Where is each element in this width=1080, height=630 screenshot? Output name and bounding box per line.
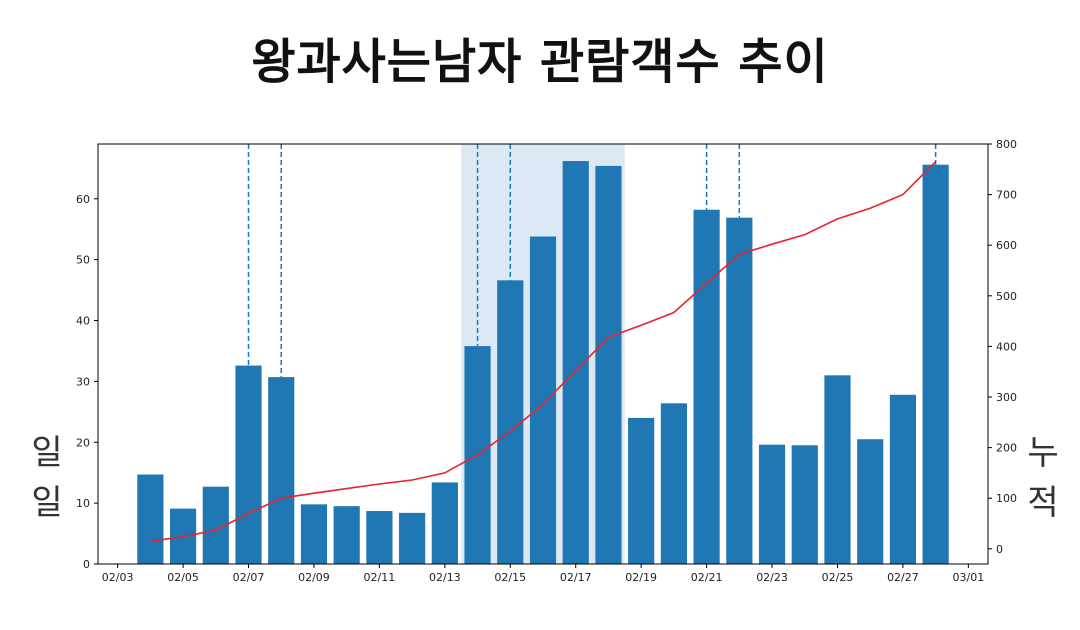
bar bbox=[431, 482, 458, 564]
y-tick-label-right: 100 bbox=[996, 492, 1017, 505]
x-tick-label: 03/01 bbox=[953, 571, 985, 584]
y-tick-label-left: 30 bbox=[76, 375, 90, 388]
bar bbox=[562, 161, 589, 565]
bar bbox=[137, 474, 164, 564]
y-tick-label-right: 0 bbox=[996, 543, 1003, 556]
x-tick-label: 02/17 bbox=[560, 571, 592, 584]
y-tick-label-right: 600 bbox=[996, 239, 1017, 252]
bar bbox=[857, 439, 884, 564]
y-tick-label-right: 700 bbox=[996, 189, 1017, 202]
x-tick-label: 02/23 bbox=[756, 571, 788, 584]
plot-frame bbox=[97, 143, 989, 565]
y-axis-label-right-char: 적 bbox=[1027, 483, 1059, 523]
y-tick-label-right: 500 bbox=[996, 290, 1017, 303]
bar bbox=[791, 445, 818, 564]
bar bbox=[235, 365, 262, 564]
x-tick-label: 02/21 bbox=[691, 571, 723, 584]
x-tick-label: 02/09 bbox=[298, 571, 330, 584]
bar bbox=[268, 377, 295, 564]
bar bbox=[529, 236, 557, 565]
y-axis-label-left-char: 일 bbox=[31, 483, 63, 523]
bar bbox=[660, 403, 687, 564]
bar bbox=[628, 417, 655, 564]
x-tick-label: 02/25 bbox=[822, 571, 854, 584]
x-tick-label: 02/03 bbox=[102, 571, 134, 584]
bar bbox=[399, 512, 426, 564]
bar bbox=[300, 504, 328, 564]
y-tick-label-left: 20 bbox=[76, 436, 90, 449]
bar bbox=[726, 217, 753, 565]
bar bbox=[333, 506, 360, 564]
y-tick-label-right: 800 bbox=[996, 138, 1017, 151]
bar bbox=[366, 511, 393, 564]
y-tick-label-left: 60 bbox=[76, 193, 90, 206]
bar bbox=[758, 444, 786, 564]
x-tick-label: 02/19 bbox=[625, 571, 657, 584]
y-axis-label-right: 누 적 bbox=[1018, 428, 1068, 528]
bar bbox=[595, 165, 622, 565]
y-tick-label-right: 400 bbox=[996, 340, 1017, 353]
cumulative-line bbox=[150, 161, 937, 542]
x-tick-label: 02/07 bbox=[233, 571, 265, 584]
bar bbox=[497, 280, 524, 564]
x-tick-label: 02/15 bbox=[494, 571, 526, 584]
bar bbox=[922, 164, 949, 564]
bar bbox=[693, 209, 720, 564]
x-tick-label: 02/05 bbox=[167, 571, 199, 584]
chart-title: 왕과사는남자 관람객수 추이 bbox=[251, 34, 829, 90]
x-tick-label: 02/11 bbox=[364, 571, 396, 584]
y-tick-label-left: 50 bbox=[76, 254, 90, 267]
y-tick-label-left: 40 bbox=[76, 315, 90, 328]
bar bbox=[824, 375, 851, 564]
x-tick-label: 02/27 bbox=[887, 571, 919, 584]
x-tick-label: 02/13 bbox=[429, 571, 461, 584]
y-tick-label-left: 0 bbox=[83, 558, 90, 571]
y-axis-label-right-char: 누 bbox=[1027, 433, 1059, 473]
bar bbox=[889, 394, 917, 564]
y-tick-label-right: 300 bbox=[996, 391, 1017, 404]
y-axis-label-left: 일 일 bbox=[22, 428, 72, 528]
y-tick-label-left: 10 bbox=[76, 497, 90, 510]
y-axis-label-left-char: 일 bbox=[31, 433, 63, 473]
y-tick-label-right: 200 bbox=[996, 442, 1017, 455]
